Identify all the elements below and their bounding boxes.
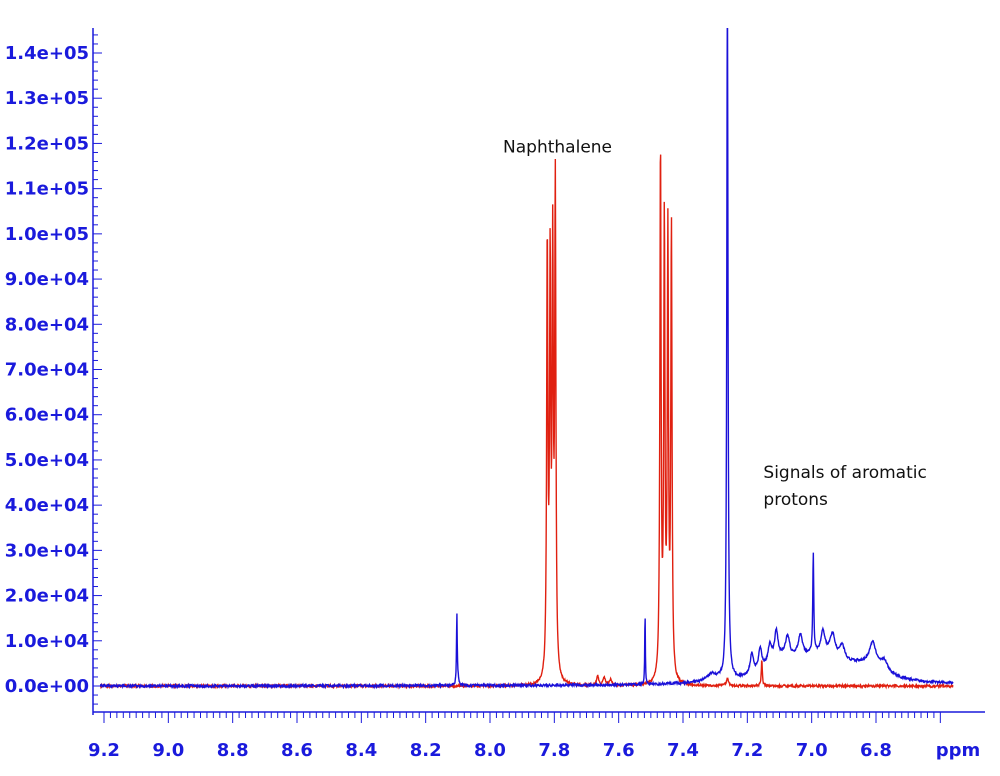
annotation-label: Signals of aromatic	[763, 463, 926, 483]
x-tick-label: 8.6	[281, 740, 313, 761]
x-tick-label: 7.6	[603, 740, 635, 761]
spectrum-series-line	[100, 28, 954, 690]
y-tick-label: 1.2e+05	[5, 133, 89, 154]
y-tick-label: 5.0e+04	[5, 450, 89, 471]
y-tick-label: 6.0e+04	[5, 405, 89, 426]
x-tick-label: 7.4	[667, 740, 699, 761]
annotation-label: Naphthalene	[503, 137, 612, 157]
y-tick-label: 9.0e+04	[5, 269, 89, 290]
x-axis-label: ppm	[936, 740, 981, 761]
y-tick-label: 0.0e+00	[5, 676, 89, 697]
x-tick-label: 9.0	[152, 740, 184, 761]
y-tick-label: 1.4e+05	[5, 43, 89, 64]
spectrum-series-line	[100, 154, 954, 690]
x-tick-label: 8.8	[217, 740, 249, 761]
x-tick-label: 8.4	[345, 740, 377, 761]
y-tick-label: 3.0e+04	[5, 540, 89, 561]
y-tick-label: 8.0e+04	[5, 314, 89, 335]
x-axis: 9.2 9.0 8.8 8.6 8.4 8.2 8.0 7.8 7.6 7.4 7.2 7.0 6.8 p…	[88, 711, 985, 761]
spectra	[100, 28, 954, 690]
annotations: Naphthalene Signals of aromatic protons	[503, 137, 927, 510]
annotation-label: protons	[763, 490, 828, 510]
y-tick-label: 7.0e+04	[5, 360, 89, 381]
x-tick-label: 6.8	[860, 740, 892, 761]
y-tick-label: 1.3e+05	[5, 88, 89, 109]
x-tick-label: 9.2	[88, 740, 120, 761]
y-tick-label: 1.1e+05	[5, 179, 89, 200]
y-axis: 0.0e+00 1.0e+04 2.0e+04 3.0e+04 4.0e+04 5.0e+…	[5, 28, 102, 715]
x-tick-label: 7.2	[731, 740, 763, 761]
y-tick-label: 1.0e+05	[5, 224, 89, 245]
y-tick-label: 4.0e+04	[5, 495, 89, 516]
x-tick-label: 7.8	[538, 740, 570, 761]
y-tick-label: 2.0e+04	[5, 586, 89, 607]
x-tick-label: 8.2	[410, 740, 442, 761]
x-tick-label: 7.0	[796, 740, 828, 761]
y-tick-label: 1.0e+04	[5, 631, 89, 652]
x-tick-label: 8.0	[474, 740, 506, 761]
